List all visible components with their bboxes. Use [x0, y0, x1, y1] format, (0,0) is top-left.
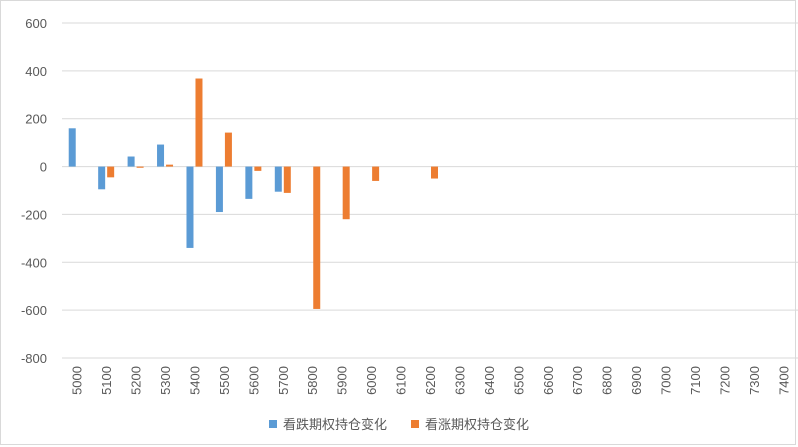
x-tick-label: 5800: [305, 366, 320, 395]
legend-item-put: 看跌期权持仓变化: [268, 414, 387, 433]
bar-call-5300: [166, 164, 174, 167]
x-tick-label: 6200: [423, 366, 438, 395]
x-tick-label: 7000: [659, 366, 674, 395]
bar-call-5400: [195, 78, 203, 167]
x-tick-label: 6400: [482, 366, 497, 395]
bar-put-5200: [127, 156, 135, 167]
x-tick-label: 6300: [452, 366, 467, 395]
y-axis-tick-labels: 600 400 200 0 -200 -400 -600 -800: [21, 16, 47, 366]
x-tick-label: 5900: [335, 366, 350, 395]
x-tick-label: 6000: [364, 366, 379, 395]
x-tick-label: 5200: [129, 366, 144, 395]
bar-call-5900: [342, 166, 350, 220]
y-tick-label: 400: [25, 64, 47, 79]
x-tick-label: 7400: [776, 366, 791, 395]
legend-swatch-put: [268, 419, 277, 428]
x-tick-label: 5600: [246, 366, 261, 395]
x-axis-tick-labels: 5000 5100 5200 5300 5400 5500 5600 5700 5800 5900…: [70, 366, 792, 395]
x-tick-label: 5000: [70, 366, 85, 395]
y-tick-label: -800: [21, 351, 47, 366]
bar-call-6000: [372, 166, 380, 181]
y-tick-label: -200: [21, 207, 47, 222]
bar-put-5600: [245, 166, 253, 199]
legend-swatch-call: [411, 419, 419, 428]
bar-call-5700: [283, 166, 291, 193]
y-tick-label: -400: [21, 255, 47, 270]
bar-put-5400: [186, 166, 194, 248]
y-tick-label: 0: [40, 160, 47, 175]
x-tick-label: 6100: [394, 366, 409, 395]
legend-item-call: 看涨期权持仓变化: [411, 414, 529, 433]
x-tick-label: 5300: [158, 366, 173, 395]
y-tick-label: 600: [25, 16, 47, 31]
x-tick-label: 7100: [688, 366, 703, 395]
x-tick-label: 5500: [217, 366, 232, 395]
y-tick-label: 200: [25, 112, 47, 127]
bar-call-5100: [107, 166, 115, 178]
x-tick-label: 6600: [541, 366, 556, 395]
x-tick-label: 5100: [99, 366, 114, 395]
bar-put-5300: [157, 144, 165, 167]
bar-put-5500: [215, 166, 223, 213]
x-tick-label: 6700: [570, 366, 585, 395]
bar-put-5000: [68, 128, 76, 167]
bar-call-5200: [136, 166, 144, 168]
bar-put-5100: [98, 166, 106, 190]
gridlines: [62, 22, 798, 359]
bar-call-5600: [254, 166, 262, 171]
bar-put-5700: [274, 166, 282, 192]
x-tick-label: 6800: [600, 366, 615, 395]
x-tick-label: 6500: [511, 366, 526, 395]
legend-label-put: 看跌期权持仓变化: [282, 418, 387, 433]
x-tick-label: 5400: [187, 366, 202, 395]
y-tick-label: -600: [21, 303, 47, 318]
x-tick-label: 7200: [717, 366, 732, 395]
x-tick-label: 6900: [629, 366, 644, 395]
bar-call-6200: [431, 166, 438, 179]
legend: 看跌期权持仓变化 看涨期权持仓变化: [0, 414, 798, 433]
bar-call-5800: [313, 166, 321, 309]
bars: [68, 78, 438, 309]
x-tick-label: 7300: [747, 366, 762, 395]
x-tick-label: 5700: [276, 366, 291, 395]
bar-call-5500: [224, 132, 232, 167]
legend-label-call: 看涨期权持仓变化: [425, 418, 530, 433]
